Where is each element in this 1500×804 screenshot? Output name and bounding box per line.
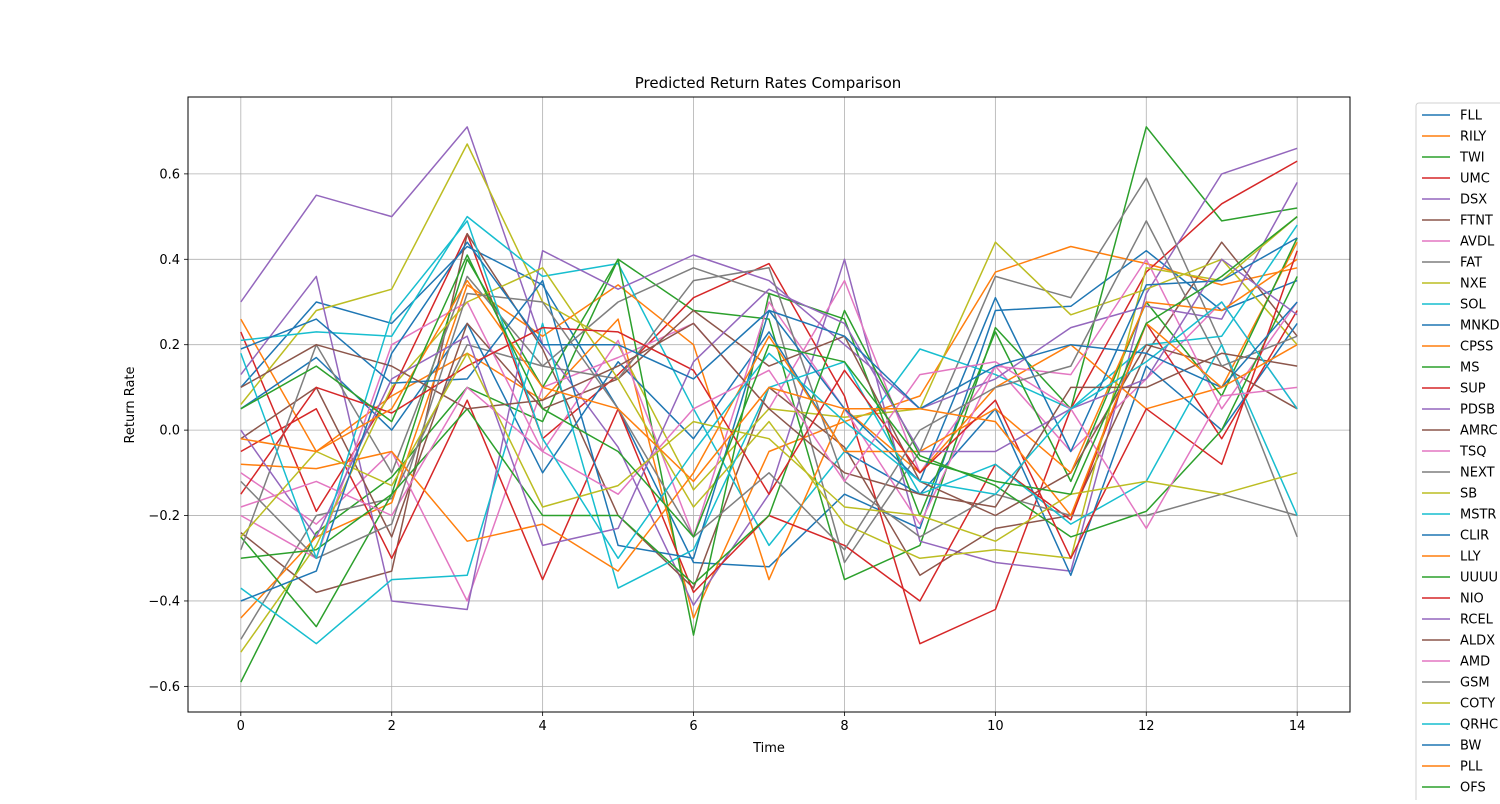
legend-label: QRHC <box>1460 718 1498 733</box>
legend-label: NXE <box>1460 277 1487 292</box>
legend-label: UUUU <box>1460 571 1498 586</box>
legend-label: TSQ <box>1459 445 1486 460</box>
legend-label: CPSS <box>1460 340 1493 355</box>
series-line-mnkd <box>240 322 1298 577</box>
x-tick-label: 0 <box>237 719 245 734</box>
series-line-uuuu <box>240 276 1298 585</box>
chart-title: Predicted Return Rates Comparison <box>635 74 902 92</box>
y-tick-label: 0.6 <box>159 167 180 182</box>
legend-label: FAT <box>1460 256 1482 271</box>
series-line-sol <box>240 215 1298 547</box>
series-lines <box>240 126 1298 683</box>
y-tick-label: 0.2 <box>159 338 180 353</box>
x-tick-label: 2 <box>388 719 396 734</box>
legend-label: TWI <box>1459 151 1485 166</box>
grid-lines <box>188 97 1350 712</box>
legend-label: ALDX <box>1460 634 1495 649</box>
legend-label: MNKD <box>1460 319 1499 334</box>
legend-label: GSM <box>1460 676 1490 691</box>
legend-label: SOL <box>1460 298 1486 313</box>
series-line-amd <box>240 361 1298 530</box>
legend-label: FLL <box>1460 109 1483 124</box>
series-line-avdl <box>240 279 1298 602</box>
legend-label: NIO <box>1460 592 1484 607</box>
legend-label: MSTR <box>1460 508 1496 523</box>
legend-label: PLL <box>1460 760 1483 775</box>
legend-label: COTY <box>1460 697 1495 712</box>
legend-label: UMC <box>1460 172 1490 187</box>
legend-label: SUP <box>1460 382 1486 397</box>
legend-label: CLIR <box>1460 529 1489 544</box>
y-tick-label: 0.0 <box>159 424 180 439</box>
series-line-umc <box>240 160 1298 645</box>
y-axis-ticks: −0.6 −0.4 −0.2 0.0 0.2 0.4 0.6 <box>148 167 188 695</box>
series-line-pdsb <box>240 182 1298 611</box>
y-tick-label: 0.4 <box>159 253 180 268</box>
series-line-gsm <box>240 220 1298 560</box>
legend-label: LLY <box>1460 550 1481 565</box>
x-tick-label: 8 <box>840 719 848 734</box>
series-line-qrhc <box>240 220 1298 560</box>
plot-area-frame <box>187 96 1351 713</box>
y-tick-label: −0.2 <box>148 509 180 524</box>
legend-label: MS <box>1460 361 1479 376</box>
legend-label: RILY <box>1460 130 1486 145</box>
x-tick-label: 6 <box>689 719 697 734</box>
series-line-ftnt <box>240 232 1298 594</box>
legend-label: SB <box>1460 487 1477 502</box>
x-tick-label: 12 <box>1138 719 1155 734</box>
legend-label: OFS <box>1460 781 1486 796</box>
series-line-nio <box>240 250 1298 560</box>
series-line-ofs <box>240 216 1298 538</box>
series-line-coty <box>240 352 1298 542</box>
legend-label: AMRC <box>1460 424 1498 439</box>
series-line-next <box>240 267 1298 550</box>
legend-label: AMD <box>1460 655 1490 670</box>
x-tick-label: 4 <box>538 719 546 734</box>
y-tick-label: −0.4 <box>148 594 180 609</box>
series-line-bw <box>240 241 1298 602</box>
legend-label: AVDL <box>1460 235 1495 250</box>
y-tick-label: −0.6 <box>148 680 180 695</box>
legend-label: NEXT <box>1460 466 1495 481</box>
x-axis-label: Time <box>752 741 785 756</box>
legend-box <box>1415 102 1500 804</box>
x-tick-label: 10 <box>987 719 1004 734</box>
legend-label: PDSB <box>1460 403 1495 418</box>
legend-label: DSX <box>1460 193 1487 208</box>
series-line-sb <box>240 216 1298 653</box>
legend-label: RCEL <box>1460 613 1494 628</box>
legend-label: BW <box>1460 739 1481 754</box>
x-tick-label: 14 <box>1289 719 1306 734</box>
series-line-lly <box>240 258 1298 572</box>
series-line-tsq <box>240 258 1298 560</box>
legend-label: FTNT <box>1460 214 1493 229</box>
y-axis-label: Return Rate <box>123 366 138 443</box>
legend: FLL RILY TWI UMC DSX FTNT AVDL FAT NXE SOL MNKD CPS… <box>1415 102 1500 804</box>
x-axis-ticks: 0 2 4 6 8 10 12 14 <box>237 712 1306 734</box>
